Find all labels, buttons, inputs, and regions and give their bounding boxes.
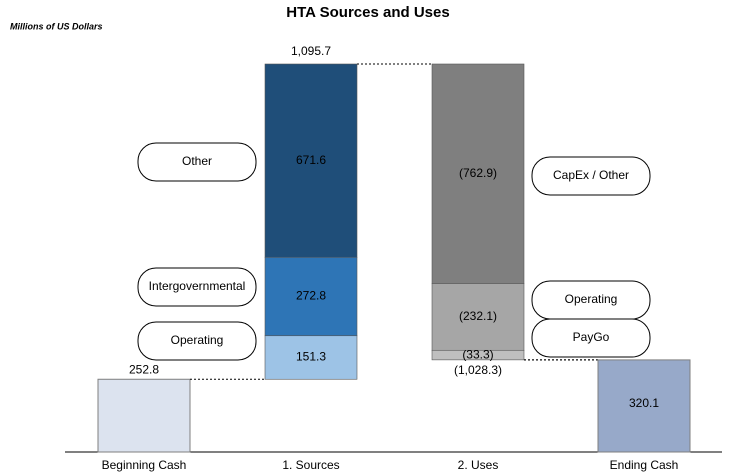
data-label: 320.1 xyxy=(629,396,659,410)
callout-box xyxy=(531,156,651,196)
bar-segment xyxy=(264,335,358,380)
data-label: (33.3) xyxy=(462,347,493,361)
callout-label: PayGo xyxy=(573,330,610,344)
data-label: (232.1) xyxy=(459,309,497,323)
chart-title: HTA Sources and Uses xyxy=(286,4,449,21)
bar xyxy=(597,359,691,453)
total-label: 1,095.7 xyxy=(291,44,331,58)
data-label: 272.8 xyxy=(296,289,326,303)
callout-label: Other xyxy=(182,154,212,168)
callout-box xyxy=(137,267,257,307)
chart-subtitle: Millions of US Dollars xyxy=(10,21,103,31)
bar-segment xyxy=(431,349,525,361)
callout-box xyxy=(137,321,257,361)
data-label: 252.8 xyxy=(129,362,159,376)
x-tick-label: 1. Sources xyxy=(282,458,339,472)
x-tick-label: Beginning Cash xyxy=(102,458,187,472)
callout-box xyxy=(137,142,257,182)
callout-label: Operating xyxy=(565,292,618,306)
bar-segment xyxy=(431,63,525,284)
x-tick-label: 2. Uses xyxy=(458,458,499,472)
total-label: (1,028.3) xyxy=(454,363,502,377)
data-label: 671.6 xyxy=(296,153,326,167)
callout-label: CapEx / Other xyxy=(553,168,629,182)
bar-segment xyxy=(264,256,358,337)
callout-box xyxy=(531,318,651,358)
bar-segment xyxy=(431,283,525,351)
x-tick-label: Ending Cash xyxy=(610,458,679,472)
data-label: (762.9) xyxy=(459,166,497,180)
callout-label: Operating xyxy=(171,333,224,347)
callout-label: Intergovernmental xyxy=(149,279,246,293)
bar xyxy=(97,378,191,453)
bar-segment xyxy=(264,63,358,258)
data-label: 151.3 xyxy=(296,350,326,364)
